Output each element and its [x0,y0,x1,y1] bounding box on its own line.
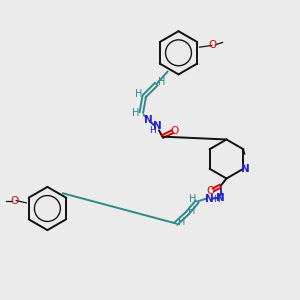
Text: H: H [213,195,220,204]
Text: N: N [144,115,153,125]
Text: O: O [207,186,215,197]
Text: H: H [132,108,140,118]
Text: H: H [158,77,165,87]
Text: O: O [209,40,217,50]
Text: O: O [11,196,19,206]
Text: N: N [205,194,214,204]
Text: N: N [241,164,249,174]
Text: H: H [189,194,196,204]
Text: H: H [178,217,185,227]
Text: H: H [188,206,196,216]
Text: N: N [152,122,161,131]
Text: O: O [170,126,178,136]
Text: H: H [149,126,156,135]
Text: H: H [135,89,142,99]
Text: N: N [216,193,225,203]
